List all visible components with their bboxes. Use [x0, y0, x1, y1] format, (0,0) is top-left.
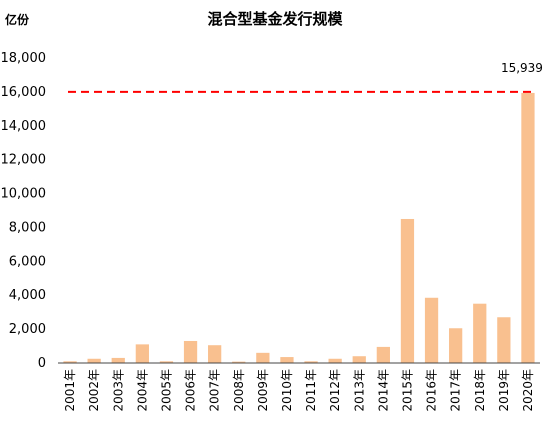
bar: [376, 346, 390, 363]
x-tick-label: 2003年: [111, 369, 125, 412]
bar: [304, 361, 318, 363]
x-tick-label: 2004年: [135, 369, 149, 412]
reference-line-label: 15,939: [501, 61, 543, 75]
bar: [208, 345, 222, 363]
y-tick-label: 4,000: [9, 288, 46, 303]
y-tick-label: 10,000: [1, 187, 47, 202]
x-tick-label: 2010年: [280, 369, 294, 412]
y-tick-label: 18,000: [1, 51, 47, 66]
x-tick-label: 2012年: [328, 369, 342, 412]
x-tick-label: 2016年: [425, 369, 439, 412]
bar: [183, 340, 198, 363]
x-tick-label: 2014年: [376, 369, 390, 412]
bar: [256, 352, 270, 363]
y-tick-label: 0: [38, 356, 46, 371]
bar: [232, 361, 246, 363]
x-axis: 2001年 2002年 2003年 2004年 2005年 2006年 2007年 2008年…: [63, 369, 535, 412]
y-tick-label: 2,000: [9, 322, 46, 337]
bar: [497, 317, 511, 363]
y-tick-label: 6,000: [9, 254, 46, 269]
bar: [473, 303, 487, 363]
x-tick-label: 2013年: [352, 369, 366, 412]
y-tick-label: 14,000: [1, 119, 47, 134]
bar: [159, 361, 174, 363]
x-tick-label: 2018年: [473, 369, 487, 412]
x-tick-label: 2006年: [184, 369, 198, 412]
bar: [63, 361, 77, 363]
x-tick-label: 2015年: [400, 369, 414, 412]
bar: [400, 218, 415, 363]
bar: [352, 356, 366, 363]
bar: [424, 297, 439, 363]
y-tick-label: 16,000: [1, 85, 47, 100]
bar: [135, 344, 149, 363]
x-tick-label: 2001年: [63, 369, 77, 412]
chart-title: 混合型基金发行规模: [207, 10, 343, 28]
x-tick-label: 2020年: [521, 369, 535, 412]
x-tick-label: 2011年: [304, 369, 318, 412]
x-tick-label: 2007年: [208, 369, 222, 412]
unit-label: 亿份: [5, 12, 30, 27]
x-tick-label: 2002年: [87, 369, 101, 412]
x-tick-label: 2019年: [497, 369, 511, 412]
bar: [328, 358, 342, 363]
x-tick-label: 2017年: [449, 369, 463, 412]
x-tick-label: 2008年: [232, 369, 246, 412]
bar: [87, 358, 101, 363]
y-tick-label: 8,000: [9, 220, 46, 235]
bar: [521, 92, 535, 364]
bar: [449, 328, 463, 363]
bars-group: [63, 92, 535, 364]
bar: [280, 357, 294, 363]
y-axis: 0 2,000 4,000 6,000 8,000 10,000 12,000 14,000 1…: [1, 51, 47, 371]
bar: [111, 357, 125, 363]
x-tick-label: 2009年: [256, 369, 270, 412]
x-tick-label: 2005年: [159, 369, 173, 412]
y-tick-label: 12,000: [1, 153, 47, 168]
